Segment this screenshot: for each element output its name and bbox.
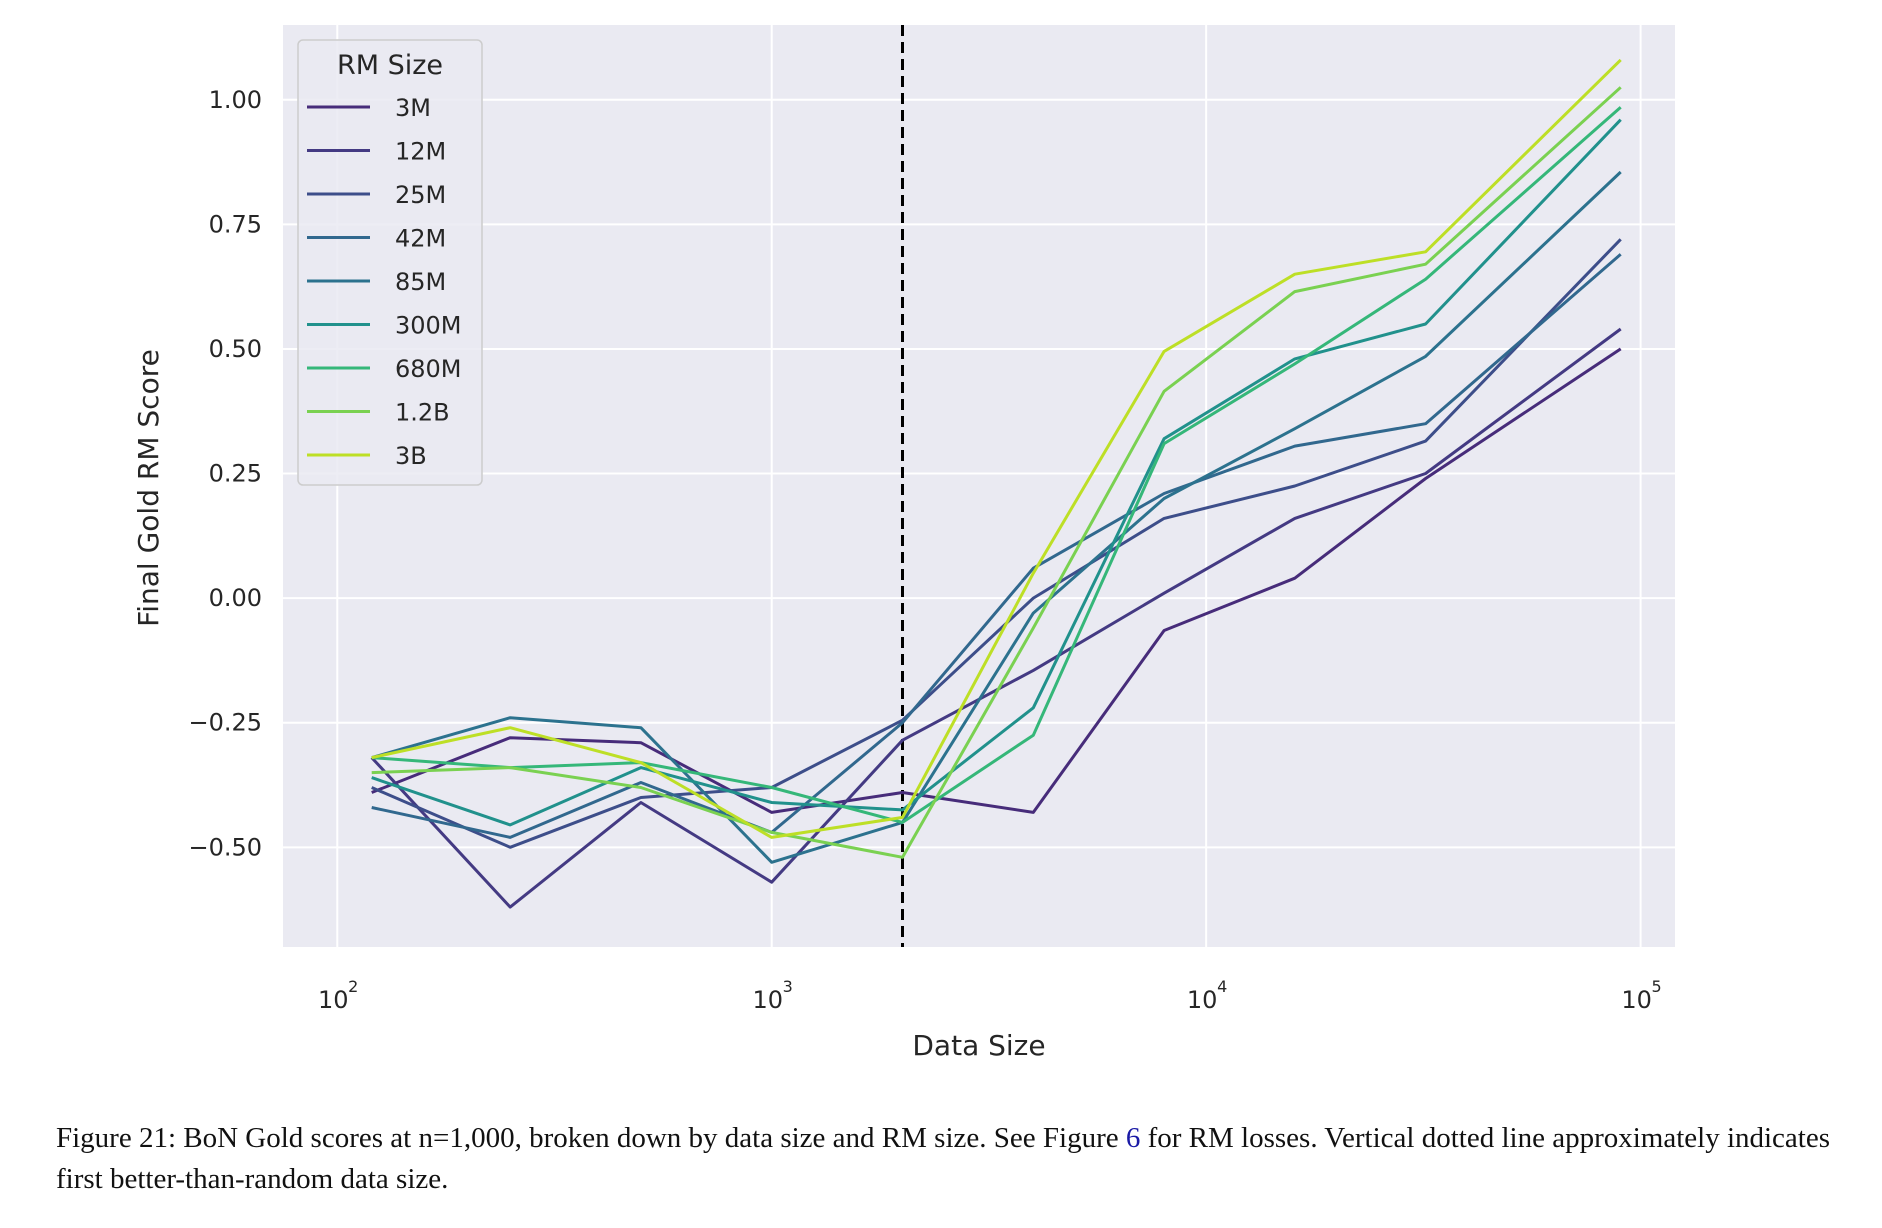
x-tick-exponent: 5 xyxy=(1652,977,1662,996)
legend-item-42M: 42M xyxy=(307,225,446,253)
y-tick-label: −0.50 xyxy=(188,833,262,861)
legend-title: RM Size xyxy=(337,50,443,81)
x-tick-base: 10 xyxy=(318,986,349,1014)
legend-label: 42M xyxy=(395,225,446,253)
x-tick-label: 10 2 xyxy=(318,977,358,1014)
legend-label: 3B xyxy=(395,442,427,470)
series-line-3M xyxy=(371,347,1622,814)
series-line-3B xyxy=(371,58,1622,839)
x-axis-label: Data Size xyxy=(912,1029,1045,1062)
legend-item-1.2B: 1.2B xyxy=(307,399,450,427)
x-tick-label: 10 4 xyxy=(1187,977,1227,1014)
y-tick-label: 0.25 xyxy=(209,460,262,488)
legend-item-12M: 12M xyxy=(307,138,446,166)
y-tick-label: −0.25 xyxy=(188,709,262,737)
x-tick-label: 10 5 xyxy=(1621,977,1661,1014)
x-tick-labels: 10 2 10 3 10 4 10 5 xyxy=(318,977,1662,1014)
series-line-25M xyxy=(371,238,1622,849)
x-tick-base: 10 xyxy=(1621,986,1652,1014)
y-tick-label: 0.00 xyxy=(209,584,262,612)
legend-label: 300M xyxy=(395,312,462,340)
chart: 1.000.750.500.250.00−0.25−0.50 10 2 10 3 10 4… xyxy=(132,25,1675,1062)
caption-figure-link[interactable]: 6 xyxy=(1125,1122,1141,1154)
series-lines xyxy=(370,58,1622,909)
legend-item-3M: 3M xyxy=(307,94,431,122)
x-tick-base: 10 xyxy=(752,986,783,1014)
legend: RM Size 3M 12M 25M 42M 85M 300M 680M 1.2B 3B xyxy=(297,39,483,486)
plot-area xyxy=(283,25,1675,947)
x-tick-label: 10 3 xyxy=(752,977,792,1014)
legend-item-3B: 3B xyxy=(307,442,427,470)
legend-label: 3M xyxy=(395,94,431,122)
legend-item-25M: 25M xyxy=(307,181,446,209)
legend-label: 680M xyxy=(395,355,462,383)
y-tick-label: 1.00 xyxy=(209,86,262,114)
legend-label: 25M xyxy=(395,181,446,209)
caption-prefix: Figure 21: BoN Gold scores at n=1,000, b… xyxy=(56,1122,1126,1154)
legend-item-300M: 300M xyxy=(307,312,462,340)
legend-label: 85M xyxy=(395,268,446,296)
legend-item-680M: 680M xyxy=(307,355,462,383)
series-line-85M xyxy=(371,170,1622,864)
y-tick-labels: 1.00 0.75 0.50 0.25 0.00 −0.25 −0.50 xyxy=(188,86,262,862)
x-tick-base: 10 xyxy=(1187,986,1218,1014)
legend-label: 1.2B xyxy=(395,399,450,427)
series-line-1.2B xyxy=(371,86,1622,859)
series-line-12M xyxy=(370,327,1622,909)
series-line-680M xyxy=(371,106,1622,824)
series-line-42M xyxy=(371,253,1622,839)
figure-caption: Figure 21: BoN Gold scores at n=1,000, b… xyxy=(56,1118,1856,1200)
x-tick-exponent: 3 xyxy=(783,977,793,996)
y-axis-label: Final Gold RM Score xyxy=(132,349,165,627)
y-tick-label: 0.75 xyxy=(209,210,262,238)
y-tick-label: 0.50 xyxy=(209,335,262,363)
legend-label: 12M xyxy=(395,138,446,166)
series-line-300M xyxy=(371,118,1622,827)
legend-item-85M: 85M xyxy=(307,268,446,296)
x-tick-exponent: 2 xyxy=(348,977,358,996)
caption-suffix: for RM losses. Vertical dotted line appr… xyxy=(56,1122,1831,1195)
x-tick-exponent: 4 xyxy=(1217,977,1227,996)
